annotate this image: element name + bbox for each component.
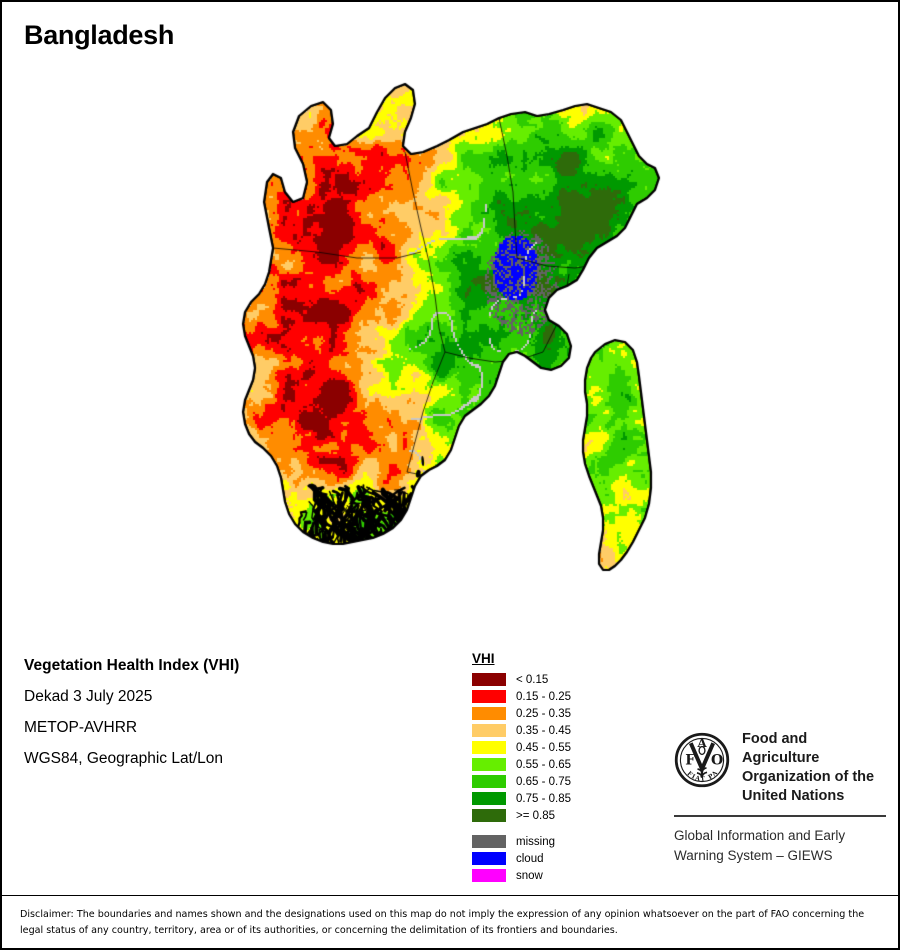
fao-organization-name: Food and Agriculture Organization of the U… — [742, 730, 886, 805]
legend-class-label: 0.15 - 0.25 — [516, 690, 571, 703]
legend-special-swatch — [472, 852, 506, 865]
metadata-line-1: Dekad 3 July 2025 — [24, 688, 153, 705]
legend-class-label: 0.75 - 0.85 — [516, 792, 571, 805]
legend: VHI < 0.15 0.15 - 0.25 0.25 - 0.35 0.35 - 0… — [472, 650, 571, 884]
legend-class-5: 0.55 - 0.65 — [472, 756, 571, 773]
fao-branding: F A O FIAT PANIS Food and Agriculture Org… — [671, 727, 886, 865]
page-title: Bangladesh — [24, 20, 175, 50]
legend-class-swatch — [472, 775, 506, 788]
fao-system-line: Global Information and Early — [674, 828, 846, 844]
legend-class-swatch — [472, 758, 506, 771]
legend-special-1: cloud — [472, 850, 571, 867]
legend-class-swatch — [472, 724, 506, 737]
legend-class-swatch — [472, 741, 506, 754]
legend-special-label: snow — [516, 869, 543, 882]
legend-special-swatch — [472, 835, 506, 848]
fao-organization-line: Organization of the — [742, 768, 875, 785]
fao-organization-line: Food and Agriculture — [742, 731, 820, 766]
vhi-map — [207, 52, 697, 632]
map-metadata: Vegetation Health Index (VHI) Dekad 3 Jul… — [24, 657, 239, 781]
legend-title: VHI — [472, 651, 495, 666]
disclaimer-text: Disclaimer: The boundaries and names sho… — [20, 909, 865, 936]
legend-class-label: < 0.15 — [516, 673, 549, 686]
legend-class-7: 0.75 - 0.85 — [472, 790, 571, 807]
legend-class-swatch — [472, 690, 506, 703]
legend-class-0: < 0.15 — [472, 671, 571, 688]
legend-class-list: < 0.15 0.15 - 0.25 0.25 - 0.35 0.35 - 0.45 0… — [472, 671, 571, 824]
legend-class-4: 0.45 - 0.55 — [472, 739, 571, 756]
legend-special-label: cloud — [516, 852, 544, 865]
legend-class-label: >= 0.85 — [516, 809, 556, 822]
legend-class-swatch — [472, 673, 506, 686]
legend-class-label: 0.25 - 0.35 — [516, 707, 571, 720]
legend-class-swatch — [472, 707, 506, 720]
fao-divider — [674, 815, 886, 818]
vhi-raster-canvas — [207, 52, 697, 632]
legend-class-label: 0.45 - 0.55 — [516, 741, 571, 754]
legend-class-3: 0.35 - 0.45 — [472, 722, 571, 739]
legend-class-label: 0.65 - 0.75 — [516, 775, 571, 788]
metadata-line-3: WGS84, Geographic Lat/Lon — [24, 750, 224, 767]
fao-organization-line: United Nations — [742, 787, 845, 804]
metadata-line-0: Vegetation Health Index (VHI) — [24, 657, 240, 674]
svg-text:O: O — [711, 752, 723, 768]
legend-special-0: missing — [472, 833, 571, 850]
legend-class-2: 0.25 - 0.35 — [472, 705, 571, 722]
legend-class-label: 0.55 - 0.65 — [516, 758, 571, 771]
fao-emblem-icon: F A O FIAT PANIS — [671, 727, 730, 793]
legend-class-label: 0.35 - 0.45 — [516, 724, 571, 737]
legend-spacer — [472, 824, 571, 833]
fao-header: F A O FIAT PANIS Food and Agriculture Org… — [671, 727, 886, 805]
fao-system-line: Warning System – GIEWS — [674, 847, 833, 863]
disclaimer-divider — [2, 895, 898, 896]
legend-special-label: missing — [516, 835, 555, 848]
legend-class-swatch — [472, 809, 506, 822]
legend-class-8: >= 0.85 — [472, 807, 571, 824]
metadata-line-2: METOP-AVHRR — [24, 719, 138, 736]
legend-class-swatch — [472, 792, 506, 805]
legend-special-list: missing cloud snow — [472, 833, 571, 884]
legend-special-2: snow — [472, 867, 571, 884]
svg-text:A: A — [697, 736, 708, 750]
svg-text:F: F — [685, 752, 695, 768]
legend-special-swatch — [472, 869, 506, 882]
fao-system-name: Global Information and Early Warning Syst… — [674, 826, 886, 864]
legend-class-6: 0.65 - 0.75 — [472, 773, 571, 790]
legend-class-1: 0.15 - 0.25 — [472, 688, 571, 705]
